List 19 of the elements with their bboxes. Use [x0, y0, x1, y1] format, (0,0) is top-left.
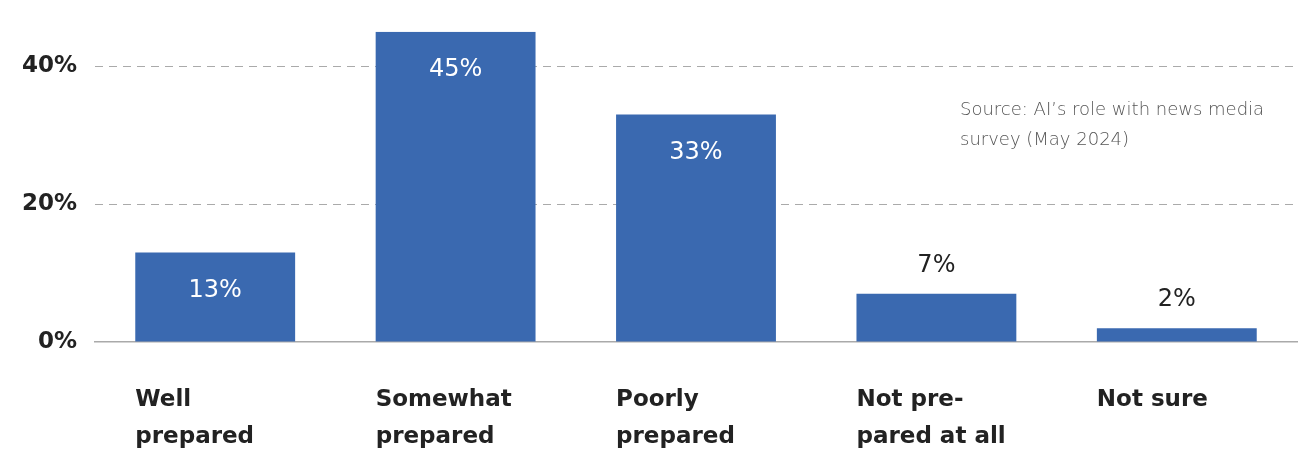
- annotation: Source: AI’s role with news media survey (May 2024): [960, 97, 1265, 149]
- bar: [1096, 328, 1257, 342]
- bar: [375, 31, 536, 342]
- x-tick-label: Not sure: [1096, 384, 1208, 411]
- data-label: 7%: [917, 249, 956, 278]
- y-tick-label: 0%: [37, 326, 77, 353]
- bar: [616, 114, 776, 342]
- x-tick-label: Poorly prepared: [616, 384, 735, 448]
- bar: [135, 252, 296, 342]
- x-tick-label: Not pre- pared at all: [856, 384, 1006, 448]
- y-tick-label: 20%: [21, 189, 77, 216]
- data-label: 13%: [188, 274, 242, 303]
- data-label: 45%: [428, 54, 483, 83]
- data-label: 2%: [1157, 284, 1196, 313]
- x-tick-label: Somewhat prepared: [375, 384, 512, 448]
- bar: [856, 293, 1017, 342]
- x-tick-label: Well prepared: [135, 384, 255, 448]
- y-tick-label: 40%: [21, 51, 77, 78]
- data-label: 33%: [669, 136, 723, 165]
